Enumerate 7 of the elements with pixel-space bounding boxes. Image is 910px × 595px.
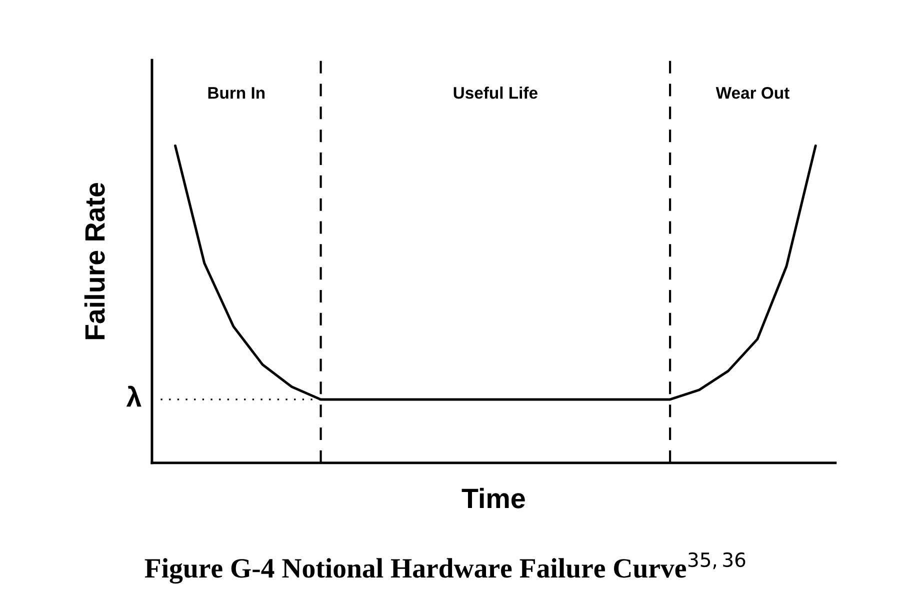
ref-line-label: λ <box>126 386 142 407</box>
text: Wear Out <box>716 87 790 99</box>
y-axis-title: Failure Rate <box>84 182 105 340</box>
x-axis-title: Time <box>462 488 525 508</box>
text: Figure G-4 Notional Hardware Failure Curve$^{35,36}$ <box>144 552 746 584</box>
text: Burn In <box>208 87 265 99</box>
text: Useful Life <box>454 86 538 99</box>
